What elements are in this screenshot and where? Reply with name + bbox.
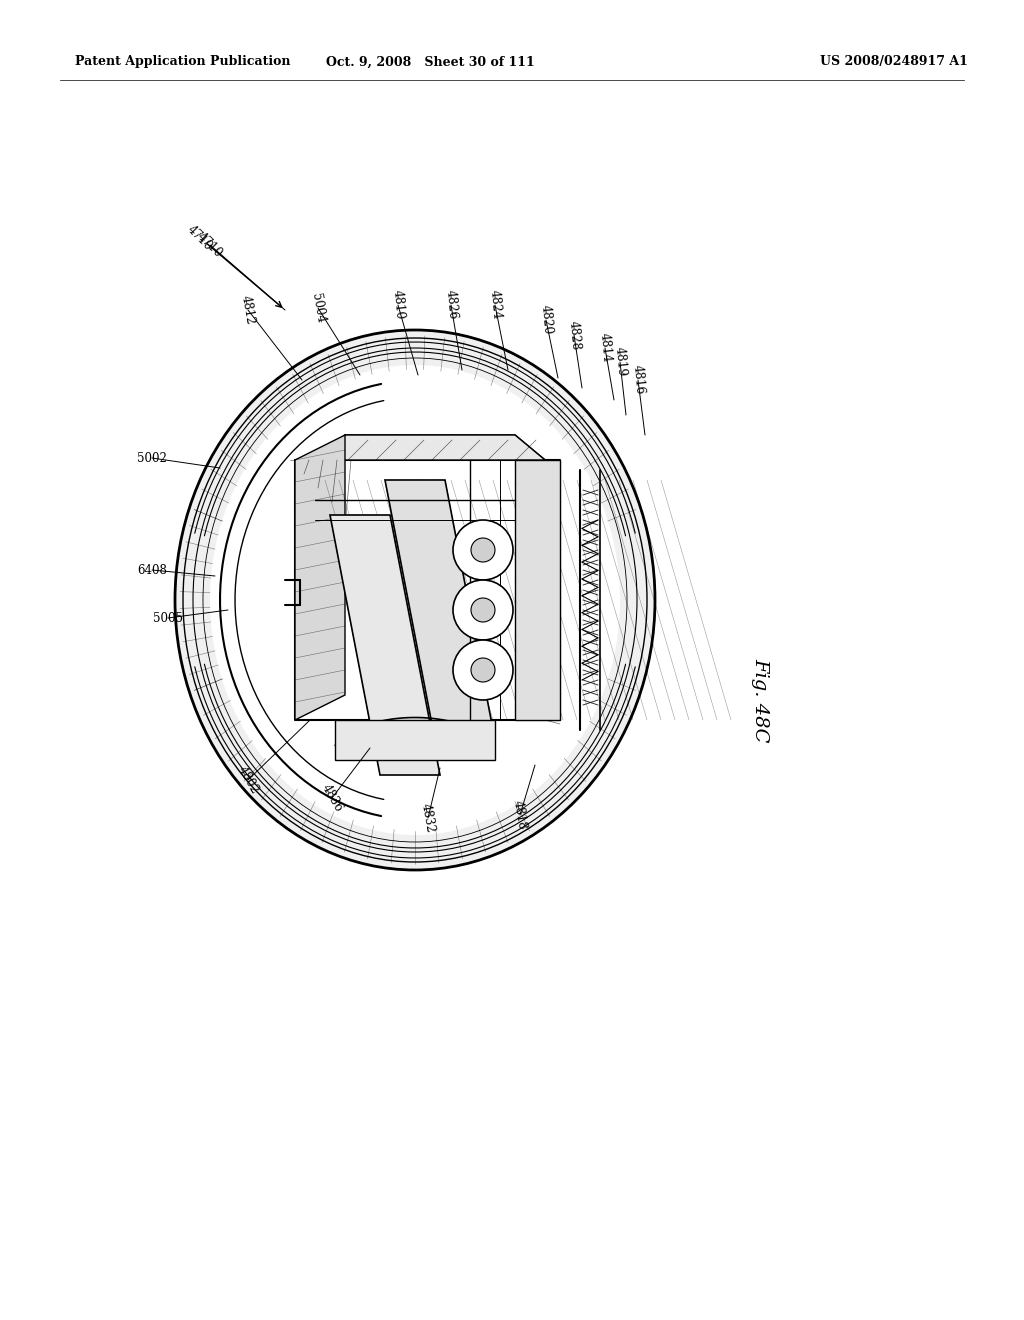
Text: Patent Application Publication: Patent Application Publication (75, 55, 291, 69)
Text: 5002: 5002 (137, 451, 167, 465)
Text: 4802: 4802 (234, 764, 261, 796)
Text: 5005: 5005 (153, 611, 183, 624)
Text: 6408: 6408 (137, 564, 167, 577)
Text: 4832: 4832 (419, 803, 437, 834)
Text: 4824: 4824 (487, 289, 503, 321)
Text: 4810: 4810 (390, 289, 406, 321)
Text: 4819: 4819 (612, 347, 628, 378)
Text: 4812: 4812 (239, 294, 257, 326)
Circle shape (471, 598, 495, 622)
Circle shape (471, 657, 495, 682)
Ellipse shape (175, 330, 655, 870)
Text: 4820: 4820 (539, 305, 554, 335)
Polygon shape (315, 436, 545, 459)
Polygon shape (330, 515, 440, 775)
Text: Fig. 48C: Fig. 48C (751, 657, 769, 742)
Circle shape (453, 579, 513, 640)
Text: 4826: 4826 (443, 289, 459, 321)
Text: 5004: 5004 (309, 292, 327, 323)
Circle shape (453, 520, 513, 579)
Ellipse shape (210, 366, 620, 836)
Circle shape (471, 539, 495, 562)
Text: 4710: 4710 (195, 230, 225, 260)
Polygon shape (385, 480, 495, 741)
Bar (335, 719, 495, 760)
Text: US 2008/0248917 A1: US 2008/0248917 A1 (820, 55, 968, 69)
Circle shape (453, 640, 513, 700)
Polygon shape (515, 459, 560, 719)
Text: 4814: 4814 (597, 333, 612, 363)
Text: 4828: 4828 (566, 319, 582, 350)
Text: 4836: 4836 (318, 781, 345, 814)
Text: 4818: 4818 (511, 800, 529, 830)
Text: 4816: 4816 (630, 364, 646, 396)
Polygon shape (295, 436, 345, 719)
Text: 4710: 4710 (185, 223, 215, 253)
Text: Oct. 9, 2008   Sheet 30 of 111: Oct. 9, 2008 Sheet 30 of 111 (326, 55, 535, 69)
